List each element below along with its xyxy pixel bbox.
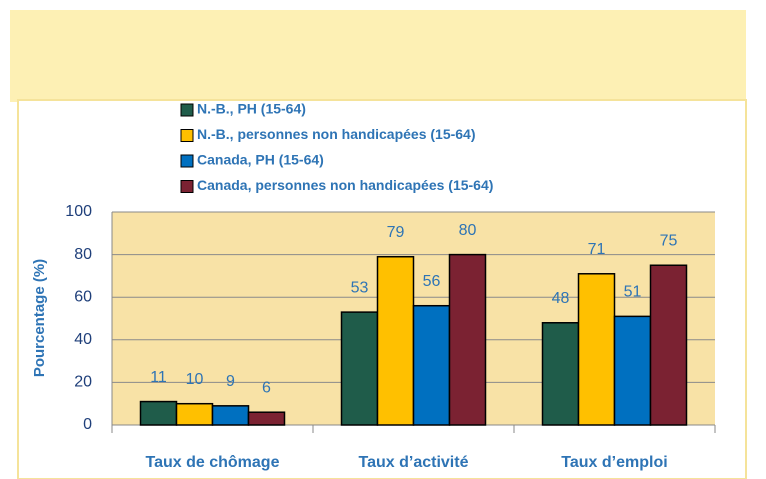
legend-swatch [180,154,194,168]
y-tick-label: 100 [65,203,92,220]
value-label: 48 [552,290,570,307]
x-tick-label: Taux d’activité [359,454,469,471]
bar [541,322,580,426]
bar [448,253,487,426]
legend-label: N.-B., personnes non handicapées (15-64) [197,126,476,142]
bar [412,304,451,426]
value-label: 6 [262,379,271,396]
bar [376,255,415,426]
header-band [10,10,746,102]
bar [211,405,250,426]
bar [577,273,616,426]
y-tick-label: 20 [74,374,92,391]
bar [175,402,214,426]
y-tick-label: 60 [74,288,92,305]
legend-swatch [180,129,194,142]
bar [139,400,178,426]
value-label: 9 [226,373,235,390]
legend-label: Canada, PH (15-64) [197,152,324,168]
bar [340,311,379,426]
y-tick-label: 40 [74,331,92,348]
bar [649,264,688,426]
x-tick-label: Taux d’emploi [561,454,667,471]
value-label: 80 [459,222,477,239]
value-label: 79 [387,224,405,241]
value-label: 71 [588,241,606,258]
value-label: 51 [624,284,642,301]
y-tick-label: 0 [83,416,92,433]
x-tick-label: Taux de chômage [146,454,280,471]
value-label: 10 [186,371,204,388]
y-axis-label: Pourcentage (%) [31,259,48,377]
legend-label: N.-B., PH (15-64) [197,101,306,117]
y-tick-label: 80 [74,246,92,263]
legend-label: Canada, personnes non handicapées (15-64… [197,177,493,193]
value-label: 56 [423,273,441,290]
bar [247,411,286,426]
legend-swatch [180,180,194,193]
value-label: 11 [150,369,167,386]
legend-swatch [180,103,194,117]
value-label: 75 [660,232,678,249]
bar [613,315,652,426]
value-label: 53 [351,279,369,296]
